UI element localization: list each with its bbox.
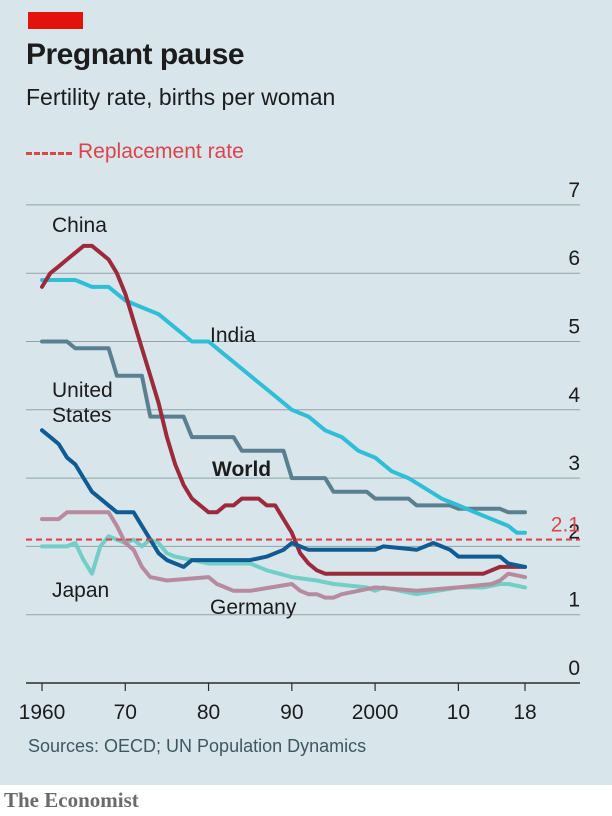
x-tick-label-2000: 2000 xyxy=(352,701,399,724)
brand-red-tag xyxy=(28,12,83,29)
y-tick-label-3: 3 xyxy=(568,452,580,475)
series-line-united-states xyxy=(40,339,527,515)
line-chart: 0 1 2 3 4 5 6 7 1960 70 80 90 2000 10 18 2.1 China India U… xyxy=(19,179,581,724)
chart-subtitle: Fertility rate, births per woman xyxy=(26,84,336,110)
replacement-legend-swatch xyxy=(26,152,72,155)
chart-title: Pregnant pause xyxy=(26,38,245,71)
replacement-rate-value-label: 2.1 xyxy=(551,514,580,537)
y-tick-label-4: 4 xyxy=(568,384,580,407)
y-tick-label-6: 6 xyxy=(568,247,580,270)
source-note: Sources: OECD; UN Population Dynamics xyxy=(28,736,367,756)
publisher-logo: The Economist xyxy=(4,788,139,812)
y-tick-label-0: 0 xyxy=(568,657,580,680)
y-tick-label-1: 1 xyxy=(568,589,580,612)
x-tick-label-10: 10 xyxy=(447,701,470,724)
y-tick-label-7: 7 xyxy=(568,179,580,202)
chart-panel xyxy=(0,0,612,785)
replacement-legend-label: Replacement rate xyxy=(78,140,244,163)
series-line-world xyxy=(40,428,527,569)
y-tick-label-2: 2 xyxy=(568,520,580,543)
series-line-germany xyxy=(40,510,527,600)
x-tick-label-18: 18 xyxy=(513,701,536,724)
series-label-united-states-0: United xyxy=(52,379,113,402)
x-tick-label-90: 90 xyxy=(280,701,303,724)
x-tick-label-1960: 1960 xyxy=(19,701,66,724)
series-label-japan: Japan xyxy=(52,579,109,602)
y-tick-label-5: 5 xyxy=(568,316,580,339)
series-label-world: World xyxy=(212,458,271,481)
series-line-china xyxy=(40,243,527,576)
series-label-india: India xyxy=(210,324,256,347)
series-label-china: China xyxy=(52,214,107,237)
x-tick-label-80: 80 xyxy=(197,701,220,724)
x-tick-label-70: 70 xyxy=(114,701,137,724)
series-label-united-states-1: States xyxy=(52,404,112,427)
series-label-germany: Germany xyxy=(210,596,297,619)
series-line-india xyxy=(40,278,527,535)
